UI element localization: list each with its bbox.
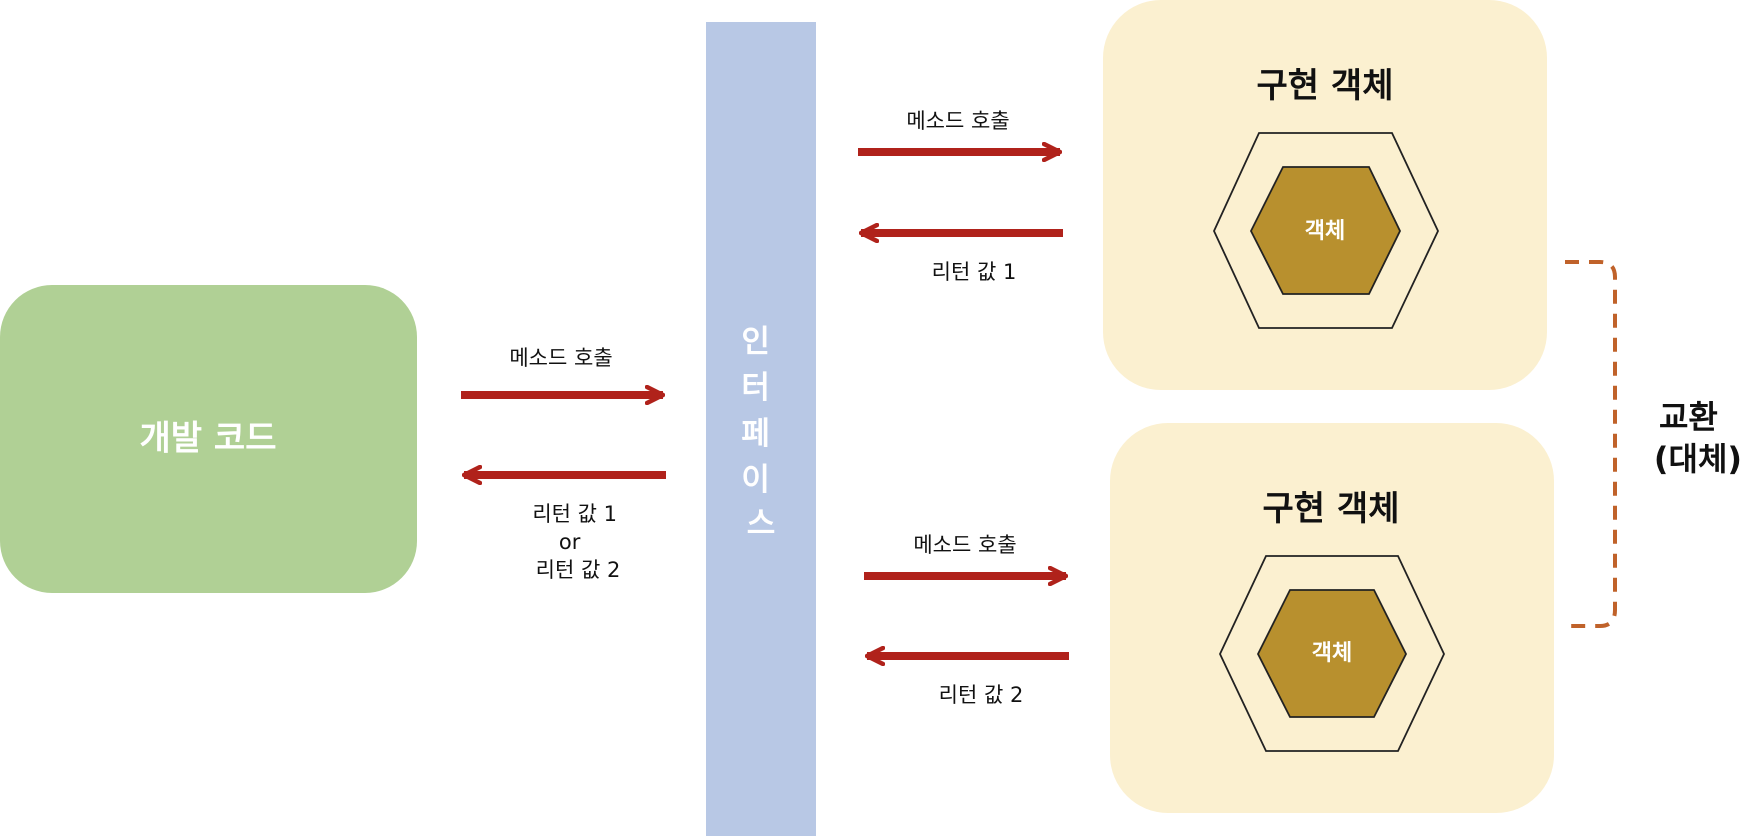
interface-char-3: 페 <box>741 416 770 452</box>
swap-label: 교환 (대체) <box>1654 398 1742 478</box>
dev-code-label: 개발 코드 <box>140 419 277 459</box>
interface-bar: 인 터 페 이 스 <box>706 22 816 836</box>
object-label-bottom: 객체 <box>1312 641 1352 666</box>
interface-char-1: 인 <box>741 324 770 360</box>
swap-label-line-2: (대체) <box>1654 440 1742 478</box>
left-return-line-3: 리턴 값 2 <box>536 558 621 582</box>
top-call-label: 메소드 호출 <box>906 109 1009 133</box>
hex-outer-top <box>1213 132 1439 329</box>
left-call-label: 메소드 호출 <box>509 346 612 370</box>
interface-char-2: 터 <box>741 370 770 406</box>
hex-outer-bottom <box>1219 555 1445 752</box>
left-return-line-2: or <box>559 530 581 554</box>
impl-object-box-top: 구현 객체 객체 <box>1103 0 1547 390</box>
bottom-return-label: 리턴 값 2 <box>939 683 1024 707</box>
dev-code-box: 개발 코드 <box>0 285 417 593</box>
object-hex-bottom <box>1256 589 1408 718</box>
impl-title-top: 구현 객체 <box>1257 66 1394 106</box>
impl-title-bottom: 구현 객체 <box>1263 489 1400 529</box>
bottom-call-label: 메소드 호출 <box>913 533 1016 557</box>
object-hex-top <box>1249 166 1402 295</box>
interface-label: 인 터 페 이 스 <box>741 324 780 542</box>
swap-label-line-1: 교환 <box>1659 398 1718 436</box>
impl-object-box-bottom: 구현 객체 객체 <box>1110 423 1554 813</box>
swap-bracket <box>1565 260 1617 628</box>
interface-char-4: 이 <box>741 462 770 498</box>
left-return-label: 리턴 값 1 or 리턴 값 2 <box>532 502 623 582</box>
interface-char-5: 스 <box>747 506 776 542</box>
top-return-label: 리턴 값 1 <box>932 260 1017 284</box>
left-return-line-1: 리턴 값 1 <box>532 502 617 526</box>
object-label-top: 객체 <box>1305 219 1345 244</box>
